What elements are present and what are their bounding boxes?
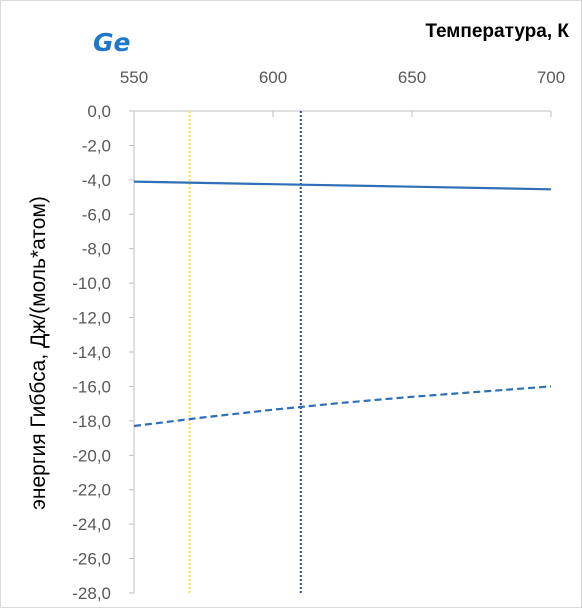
- y-tick-label: -22,0: [72, 481, 111, 500]
- y-tick-label: -8,0: [82, 240, 111, 259]
- x-tick-label: 700: [537, 68, 565, 87]
- x-tick-label: 650: [398, 68, 426, 87]
- chart-title: Ge: [93, 28, 130, 57]
- y-tick-label: -2,0: [82, 136, 111, 155]
- y-tick-label: -20,0: [72, 446, 111, 465]
- series-dashed-line: [133, 385, 552, 428]
- y-tick-label: -26,0: [72, 550, 111, 569]
- y-tick-label: -6,0: [82, 205, 111, 224]
- y-tick-label: -4,0: [82, 171, 111, 190]
- y-tick-label: -18,0: [72, 412, 111, 431]
- y-axis-title: энергия Гиббса, Дж/(моль*атом): [27, 196, 50, 510]
- y-tick-label: -16,0: [72, 377, 111, 396]
- y-tick-label: -24,0: [72, 515, 111, 534]
- x-axis-title: Температура, К: [425, 21, 569, 42]
- y-tick-label: -28,0: [72, 584, 111, 603]
- x-tick-label: 550: [120, 68, 148, 87]
- series-solid-line: [133, 180, 552, 191]
- y-tick-label: -14,0: [72, 343, 111, 362]
- x-tick-label: 600: [259, 68, 287, 87]
- y-tick-label: -10,0: [72, 274, 111, 293]
- y-tick-label: -12,0: [72, 309, 111, 328]
- y-tick-label: 0,0: [87, 102, 111, 121]
